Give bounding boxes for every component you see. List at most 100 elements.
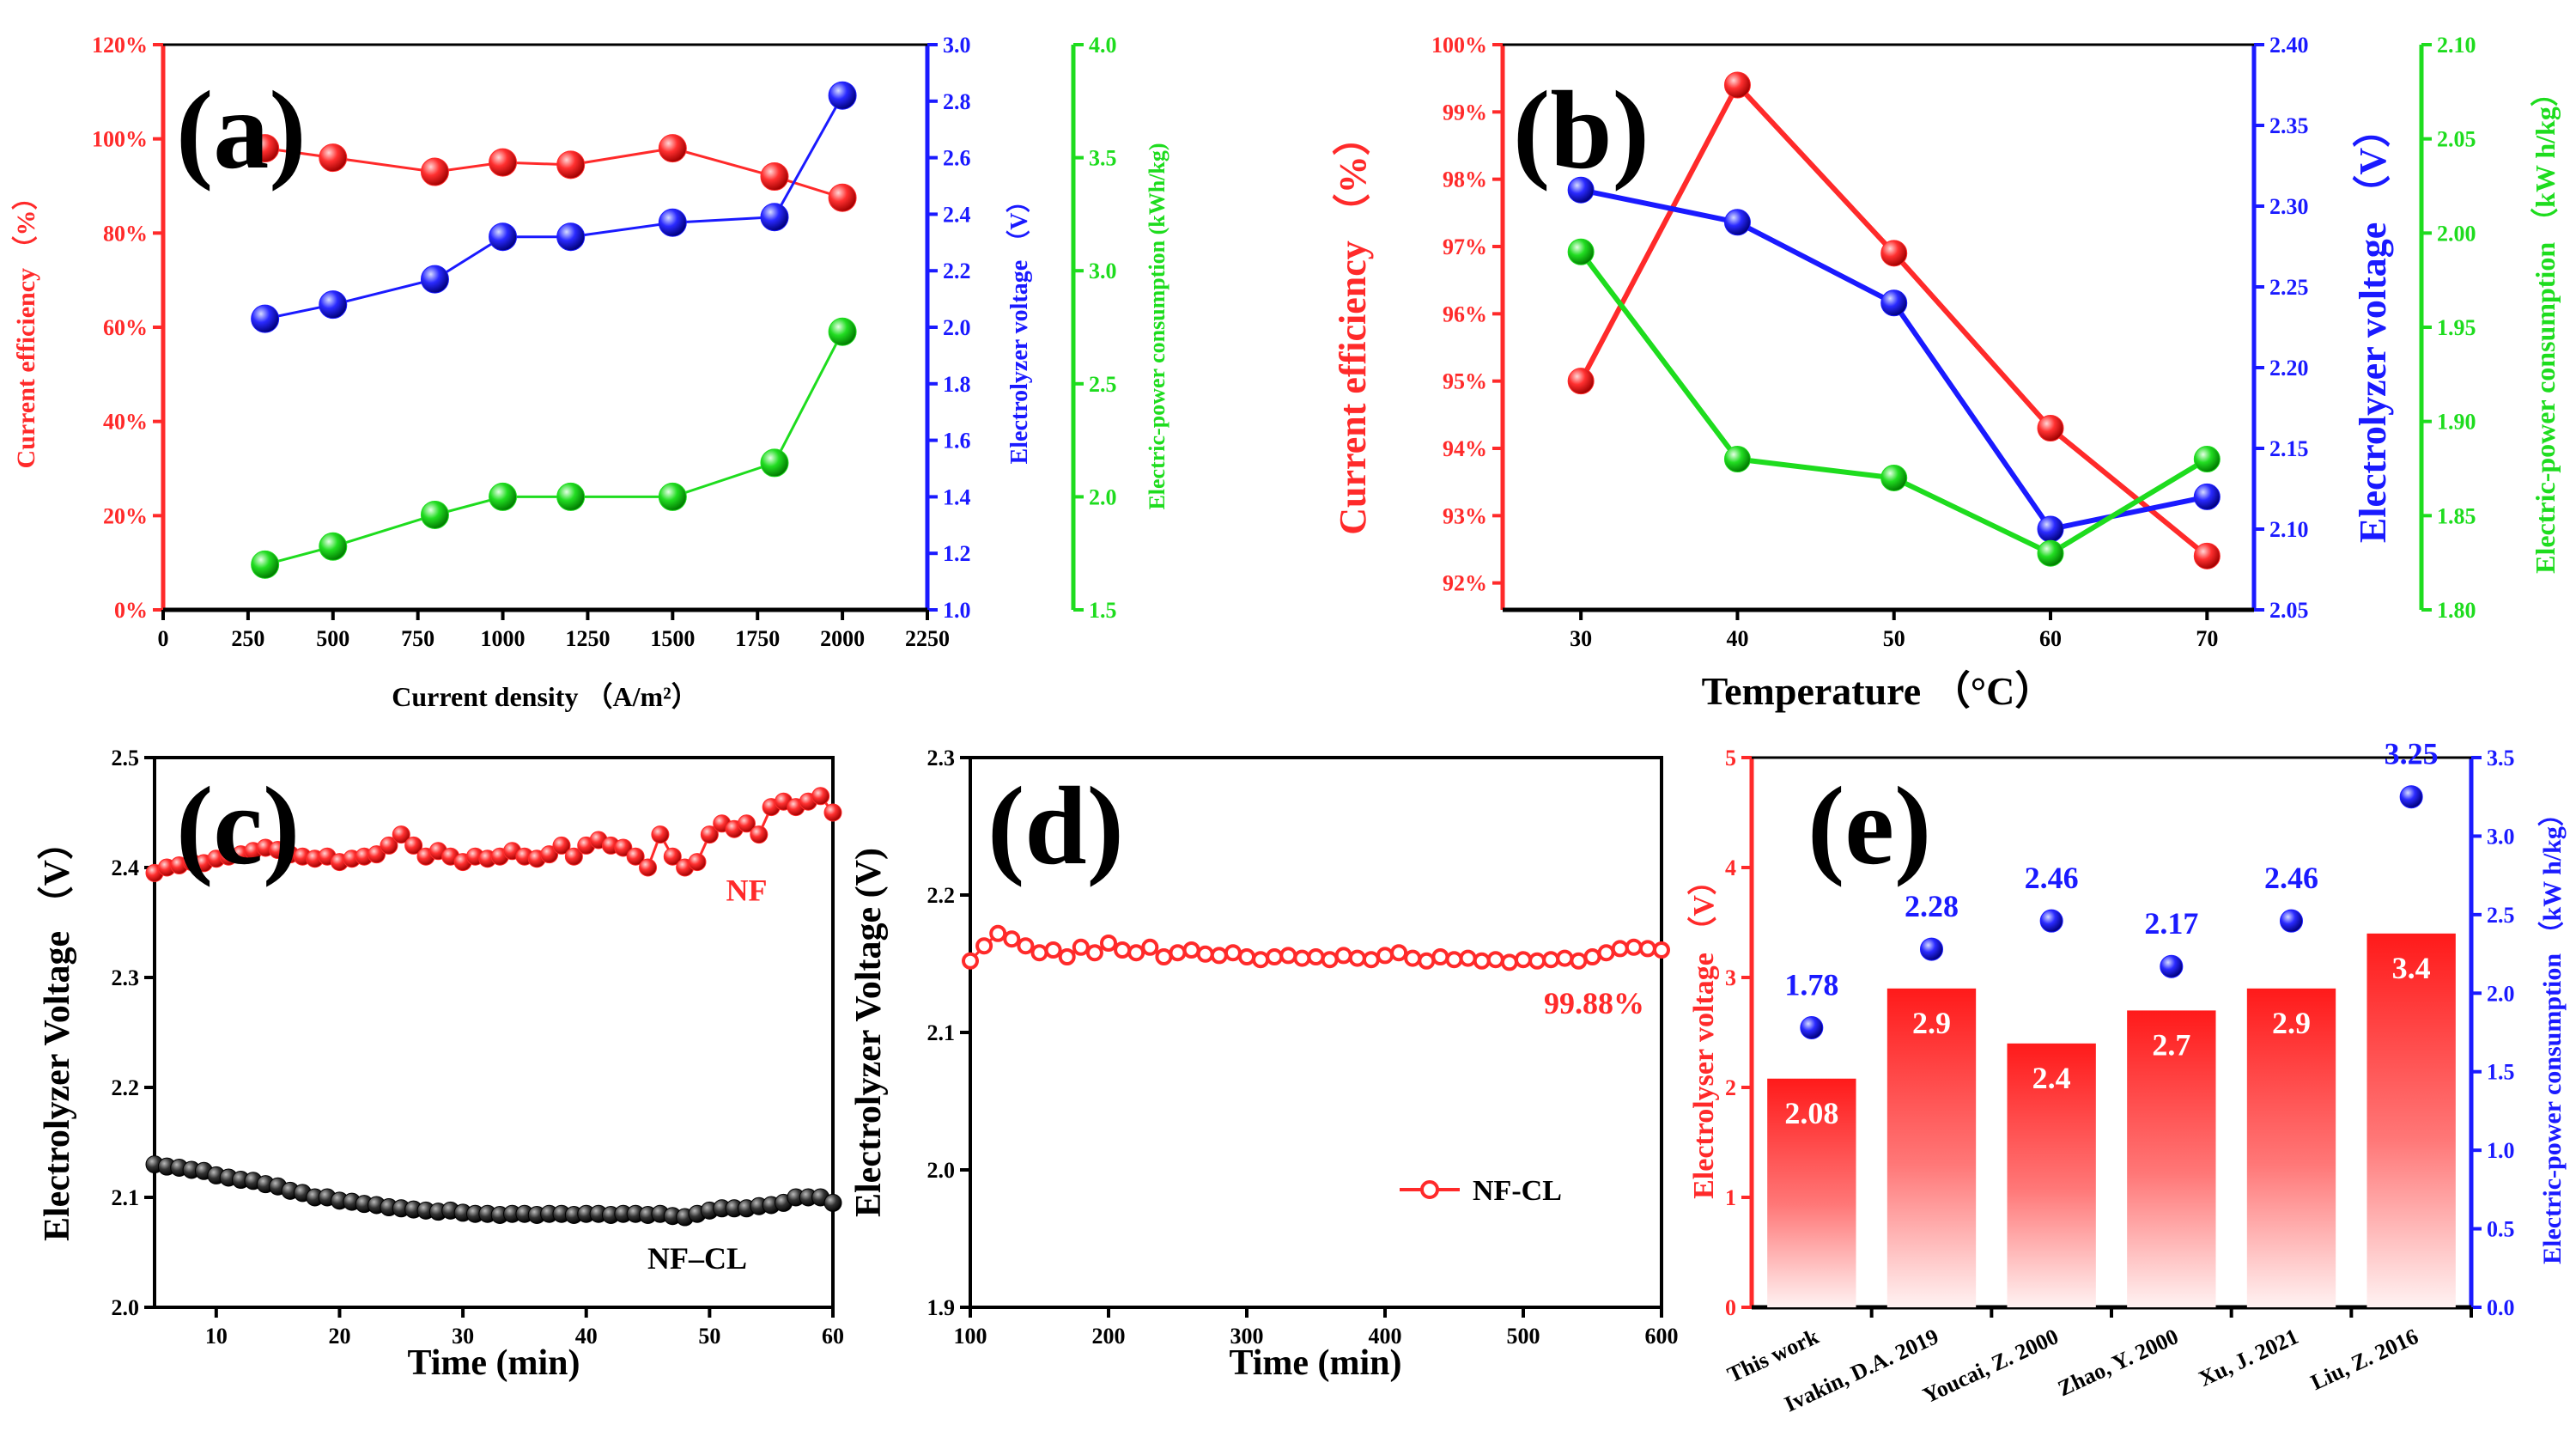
data-point	[251, 304, 280, 333]
data-point	[614, 838, 633, 857]
point-value-label: 2.46	[2264, 861, 2318, 895]
data-point	[1114, 941, 1132, 959]
data-point	[1567, 368, 1595, 395]
data-point	[2039, 909, 2063, 933]
y-axis-title-right: Electric-power consumption （kW h/kg）	[2537, 801, 2567, 1264]
data-point	[2193, 446, 2221, 473]
data-point	[760, 448, 789, 478]
data-point	[1376, 947, 1394, 965]
data-point	[700, 825, 719, 844]
point-value-label: 2.46	[2025, 861, 2079, 895]
panel-label: (c)	[176, 764, 300, 888]
y-tick-label: 1.80	[2437, 598, 2476, 623]
y-tick-label: 3.5	[1089, 146, 1117, 171]
y-tick-label: 1.0	[2487, 1138, 2515, 1163]
data-point	[1058, 948, 1076, 965]
y-axis-title-right: Electrolyzer voltage （V）	[1005, 189, 1033, 465]
data-point	[489, 148, 518, 177]
panel-e: 0 1 2 3 4 5 0.0 0.5 1.0 1.5 2.0 2.5 3.0 3.5 2.08 1.78 Th…	[1686, 737, 2567, 1417]
x-axis-title: Time (min)	[407, 1343, 580, 1383]
data-point	[1030, 944, 1048, 962]
category-label: This work	[1723, 1324, 1823, 1387]
data-point	[1920, 937, 1943, 961]
bar	[2007, 1043, 2096, 1307]
x-tick-label: 1750	[735, 626, 780, 651]
bar-value-label: 3.4	[2392, 951, 2431, 985]
y-tick-label: 2.10	[2269, 517, 2309, 542]
data-point	[658, 482, 687, 511]
y-tick-label: 2.4	[943, 202, 971, 227]
data-point	[1100, 935, 1117, 952]
data-point	[1800, 1016, 1824, 1040]
data-point	[1266, 948, 1284, 965]
y-tick-label: 60%	[103, 315, 148, 340]
y-tick-label: 0	[1725, 1295, 1736, 1320]
data-point	[1567, 238, 1595, 265]
data-point	[1127, 944, 1145, 962]
data-point	[1307, 948, 1325, 965]
x-tick-label: 60	[822, 1324, 844, 1349]
y-tick-label: 100%	[1431, 33, 1487, 58]
data-point	[2037, 539, 2064, 567]
data-point	[1567, 176, 1595, 204]
x-tick-label: 0	[158, 626, 169, 651]
data-point	[639, 858, 658, 877]
y-tick-label: 3.0	[2487, 824, 2515, 849]
data-point	[1653, 941, 1670, 959]
data-point	[1880, 240, 1908, 267]
data-point	[1141, 938, 1159, 956]
y-tick-label: 1.85	[2437, 503, 2476, 528]
point-value-label: 1.78	[1784, 968, 1838, 1002]
y-tick-label: 2.2	[927, 883, 956, 908]
data-point	[251, 550, 280, 579]
data-point	[1542, 951, 1560, 969]
data-point	[1182, 941, 1200, 959]
category-label: Liu, Z. 2016	[2307, 1324, 2422, 1395]
data-point	[1431, 948, 1449, 965]
data-point	[651, 825, 670, 844]
y-tick-label: 2.15	[2269, 436, 2309, 461]
data-point	[556, 222, 586, 252]
y-tick-label: 2.4	[112, 856, 140, 880]
point-value-label: 2.17	[2144, 906, 2198, 941]
data-point	[1556, 949, 1574, 967]
data-point	[319, 143, 348, 173]
y-tick-label: 80%	[103, 221, 148, 246]
data-point	[2160, 954, 2184, 978]
y-tick-label: 120%	[92, 33, 148, 58]
x-tick-label: 30	[1570, 626, 1592, 651]
data-point	[540, 845, 559, 864]
x-tick-label: 300	[1230, 1324, 1264, 1349]
y-axis-title-far-right: Electric-power consumption (kWh/kg)	[1145, 143, 1170, 509]
bar-value-label: 2.4	[2032, 1061, 2071, 1095]
data-point	[2193, 483, 2221, 510]
x-tick-label: 60	[2039, 626, 2062, 651]
panel-label: (b)	[1513, 69, 1649, 192]
data-point	[760, 203, 789, 232]
y-tick-label: 2.40	[2269, 33, 2309, 58]
data-point	[663, 847, 682, 866]
y-tick-label: 95%	[1443, 369, 1487, 394]
y-tick-label: 100%	[92, 127, 148, 152]
data-point	[1625, 938, 1643, 956]
data-point	[737, 814, 756, 833]
x-tick-label: 50	[698, 1324, 720, 1349]
y-axis-title-left: Current efficiency （%）	[1332, 118, 1374, 535]
data-point	[2399, 785, 2423, 809]
y-tick-label: 2.0	[943, 315, 971, 340]
y-tick-label: 2.05	[2437, 127, 2476, 152]
y-tick-label: 20%	[103, 503, 148, 528]
data-point	[489, 222, 518, 252]
data-point	[1445, 951, 1463, 969]
plot-frame	[153, 756, 835, 1309]
y-tick-label: 2.8	[943, 89, 971, 114]
bar	[2127, 1010, 2216, 1307]
data-point	[1017, 937, 1035, 955]
y-tick-label: 2.5	[112, 746, 140, 770]
annotation: 99.88%	[1544, 986, 1644, 1020]
x-tick-label: 70	[2196, 626, 2218, 651]
data-point	[1072, 938, 1090, 956]
bar-value-label: 2.9	[1912, 1006, 1951, 1040]
data-point	[1515, 951, 1532, 969]
